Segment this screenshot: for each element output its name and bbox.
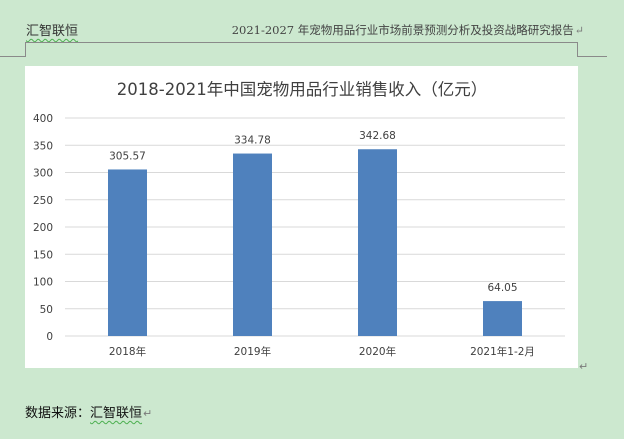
header-rule-left-tick: [25, 42, 26, 56]
paragraph-mark-icon: ↵: [579, 360, 589, 373]
data-source: 数据来源：汇智联恒↵: [25, 402, 152, 421]
header-rule-left-extension: [0, 56, 26, 57]
y-tick-label: 200: [33, 222, 53, 234]
data-labels: 305.57 334.78 342.68 64.05: [109, 130, 517, 294]
gridlines: [65, 117, 565, 337]
y-tick-label: 150: [33, 249, 53, 261]
header-rule-right-tick: [577, 42, 578, 56]
chart-title: 2018-2021年中国宠物用品行业销售收入（亿元）: [117, 80, 487, 99]
bar: [483, 301, 522, 336]
y-axis-ticks: 0 50 100 150 200 250 300 350 400: [33, 113, 53, 343]
x-tick-label: 2018年: [109, 345, 146, 358]
paragraph-mark-icon: ↵: [143, 407, 153, 420]
x-tick-label: 2019年: [234, 345, 271, 358]
bar: [358, 149, 397, 336]
bar-chart: 2018-2021年中国宠物用品行业销售收入（亿元） 0 50 100 150 200 2…: [25, 66, 578, 368]
y-tick-label: 350: [33, 140, 53, 152]
bar-chart-svg: 2018-2021年中国宠物用品行业销售收入（亿元） 0 50 100 150 200 2…: [33, 80, 565, 358]
y-tick-label: 250: [33, 195, 53, 207]
x-tick-label: 2020年: [359, 345, 396, 358]
bar: [108, 169, 147, 336]
source-label: 数据来源：: [25, 406, 91, 421]
data-label: 342.68: [359, 130, 396, 142]
y-tick-label: 400: [33, 113, 53, 125]
header-rule-right-extension: [577, 56, 607, 57]
bar: [233, 153, 272, 336]
report-title-text: 2021-2027 年宠物用品行业市场前景预测分析及投资战略研究报告: [231, 23, 574, 37]
data-label: 64.05: [487, 282, 517, 294]
report-title: 2021-2027 年宠物用品行业市场前景预测分析及投资战略研究报告↵: [232, 22, 584, 38]
header-brand: 汇智联恒: [26, 24, 79, 39]
data-label: 305.57: [109, 150, 146, 162]
y-tick-label: 0: [46, 331, 53, 343]
x-tick-label: 2021年1-2月: [470, 345, 535, 358]
x-axis-ticks: 2018年 2019年 2020年 2021年1-2月: [109, 345, 535, 358]
bars: [108, 149, 522, 336]
paragraph-mark-icon: ↵: [574, 24, 584, 37]
y-tick-label: 300: [33, 168, 53, 180]
y-tick-label: 50: [40, 304, 53, 316]
data-label: 334.78: [234, 135, 271, 147]
source-value: 汇智联恒: [90, 406, 143, 421]
header-rule: [25, 42, 577, 43]
y-tick-label: 100: [33, 277, 53, 289]
